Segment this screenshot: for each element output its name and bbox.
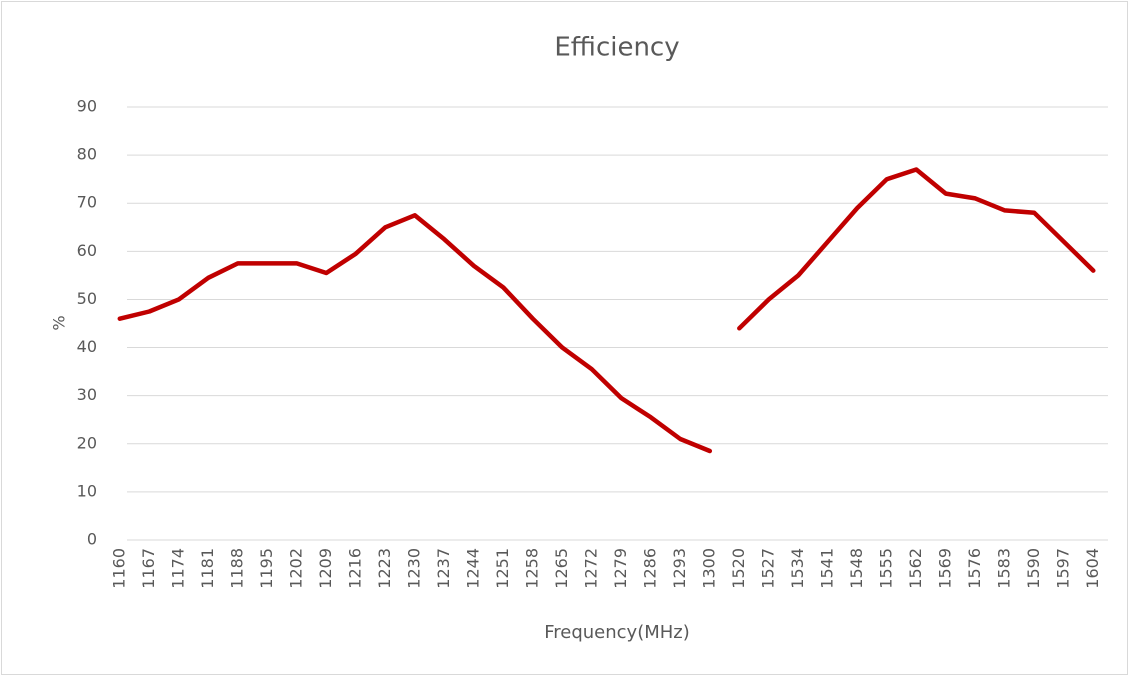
x-tick-label: 1520 — [729, 548, 748, 589]
x-tick-label: 1555 — [876, 548, 895, 589]
y-tick-label: 60 — [77, 241, 97, 260]
x-tick-label: 1597 — [1053, 548, 1072, 589]
x-tick-label: 1195 — [257, 548, 276, 589]
x-tick-label: 1576 — [965, 548, 984, 589]
x-tick-label: 1590 — [1024, 548, 1043, 589]
x-tick-label: 1604 — [1083, 548, 1102, 589]
x-tick-label: 1562 — [906, 548, 925, 589]
x-tick-label: 1300 — [699, 548, 718, 589]
x-tick-label: 1279 — [611, 548, 630, 589]
x-tick-label: 1202 — [286, 548, 305, 589]
chart-title: Efficiency — [554, 33, 679, 63]
x-tick-label: 1216 — [345, 548, 364, 589]
data-line — [737, 167, 1096, 331]
x-tick-label: 1569 — [935, 548, 954, 589]
x-tick-label: 1230 — [404, 548, 423, 589]
x-tick-label: 1258 — [522, 548, 541, 589]
y-axis-title: % — [50, 315, 69, 330]
x-tick-label: 1167 — [139, 548, 158, 589]
x-tick-label: 1534 — [788, 548, 807, 589]
y-tick-label: 70 — [77, 193, 97, 212]
y-tick-label: 10 — [77, 481, 97, 500]
x-tick-label: 1160 — [109, 548, 128, 589]
y-tick-label: 20 — [77, 433, 97, 452]
x-tick-label: 1209 — [316, 548, 335, 589]
data-line — [117, 213, 713, 454]
x-tick-label: 1244 — [463, 548, 482, 589]
x-tick-label: 1223 — [375, 548, 394, 589]
x-tick-label: 1527 — [758, 548, 777, 589]
x-axis-title: Frequency(MHz) — [544, 622, 690, 643]
x-tick-label: 1181 — [198, 548, 217, 589]
x-tick-label: 1251 — [493, 548, 512, 589]
y-tick-label: 90 — [77, 97, 97, 116]
x-tick-label: 1174 — [168, 548, 187, 589]
y-tick-label: 50 — [77, 289, 97, 308]
x-tick-label: 1272 — [581, 548, 600, 589]
y-tick-label: 80 — [77, 145, 97, 164]
x-tick-label: 1188 — [227, 548, 246, 589]
x-tick-label: 1286 — [640, 548, 659, 589]
y-tick-label: 30 — [77, 385, 97, 404]
x-tick-label: 1548 — [847, 548, 866, 589]
x-tick-label: 1293 — [670, 548, 689, 589]
x-tick-label: 1541 — [817, 548, 836, 589]
x-tick-label: 1583 — [994, 548, 1013, 589]
y-tick-label: 0 — [87, 530, 97, 549]
x-tick-label: 1265 — [552, 548, 571, 589]
y-tick-label: 40 — [77, 337, 97, 356]
x-tick-label: 1237 — [434, 548, 453, 589]
